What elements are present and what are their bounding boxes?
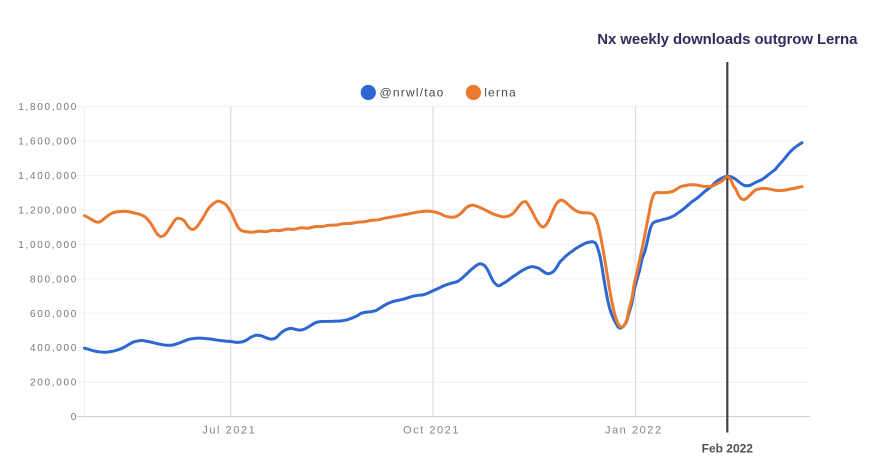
svg-text:1,000,000: 1,000,000 bbox=[18, 240, 78, 251]
svg-text:Feb 2022: Feb 2022 bbox=[702, 442, 754, 456]
svg-text:@nrwl/tao: @nrwl/tao bbox=[380, 86, 445, 100]
svg-text:Jan 2022: Jan 2022 bbox=[605, 425, 663, 437]
svg-text:1,800,000: 1,800,000 bbox=[18, 102, 78, 113]
svg-text:Oct 2021: Oct 2021 bbox=[403, 425, 460, 437]
svg-text:Nx weekly downloads outgrow Le: Nx weekly downloads outgrow Lerna bbox=[597, 31, 858, 48]
svg-text:800,000: 800,000 bbox=[30, 274, 78, 285]
svg-text:0: 0 bbox=[71, 412, 78, 423]
svg-text:Jul 2021: Jul 2021 bbox=[202, 425, 256, 437]
svg-text:600,000: 600,000 bbox=[30, 309, 78, 320]
svg-text:1,600,000: 1,600,000 bbox=[18, 137, 78, 148]
svg-text:lerna: lerna bbox=[484, 86, 517, 100]
svg-text:400,000: 400,000 bbox=[30, 343, 78, 354]
svg-text:1,400,000: 1,400,000 bbox=[18, 171, 78, 182]
svg-text:200,000: 200,000 bbox=[30, 378, 78, 389]
svg-text:1,200,000: 1,200,000 bbox=[18, 205, 78, 216]
